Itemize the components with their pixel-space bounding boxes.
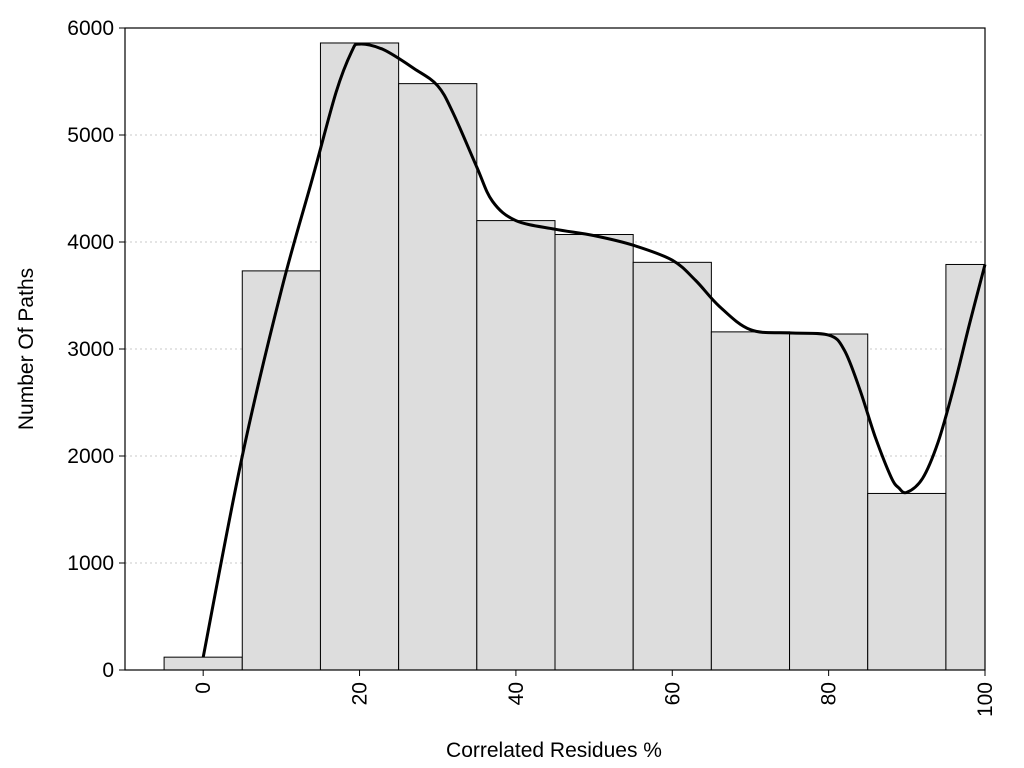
x-tick-label: 20	[349, 682, 372, 705]
x-tick-label: 0	[192, 682, 215, 694]
x-tick-label: 60	[661, 682, 684, 705]
x-axis-title: Correlated Residues %	[446, 739, 662, 762]
y-tick-label: 1000	[67, 552, 114, 575]
histogram-bar	[319, 42, 400, 671]
histogram-bar	[789, 333, 869, 671]
y-tick-label: 3000	[67, 338, 114, 361]
y-tick-label: 2000	[67, 445, 114, 468]
x-axis-ticks: 0 20 40 60 80 100	[192, 670, 997, 717]
x-tick-label: 100	[974, 682, 997, 717]
histogram-bar	[867, 492, 947, 671]
x-tick-label: 40	[505, 682, 528, 705]
trend-curve-layer	[201, 42, 987, 658]
histogram-bar	[163, 656, 243, 671]
histogram-bar	[945, 263, 986, 671]
y-tick-label: 6000	[67, 17, 114, 40]
y-axis-ticks: 0 1000 2000 3000 4000 5000 6000	[67, 17, 125, 682]
histogram-bar	[398, 83, 478, 671]
x-tick-label: 80	[818, 682, 841, 705]
histogram-bar	[632, 261, 712, 671]
trend-curve	[201, 42, 987, 658]
histogram-bar	[241, 270, 321, 671]
histogram-bar	[710, 331, 791, 671]
y-axis-title: Number Of Paths	[15, 268, 38, 430]
histogram-bars	[163, 42, 986, 671]
histogram-bar	[554, 234, 634, 671]
y-tick-label: 4000	[67, 231, 114, 254]
y-tick-label: 0	[102, 659, 114, 682]
histogram-bar	[476, 220, 556, 671]
y-tick-label: 5000	[67, 124, 114, 147]
